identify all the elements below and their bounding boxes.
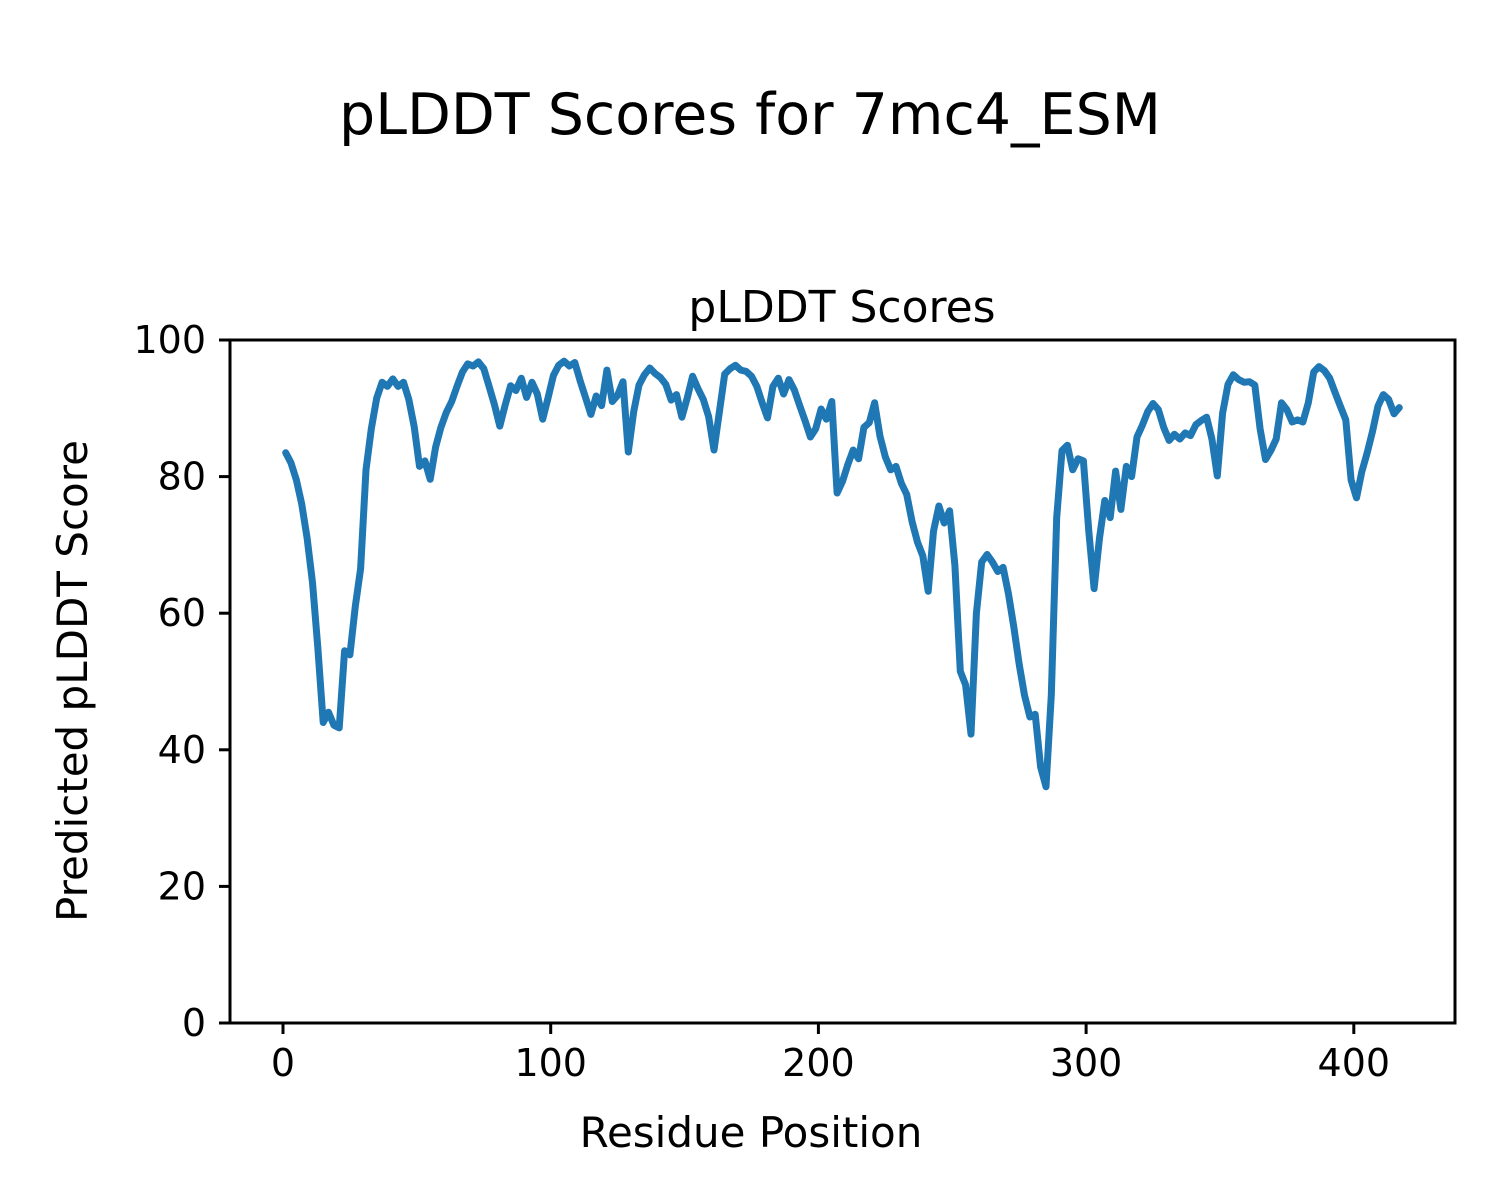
x-tick-label: 200 [782,1041,855,1085]
x-tick-label: 400 [1318,1041,1391,1085]
y-tick-label: 80 [158,455,206,499]
figure-title: pLDDT Scores for 7mc4_ESM [339,82,1161,148]
x-tick-label: 100 [514,1041,587,1085]
plddt-line [282,357,1403,791]
axes-spines [228,338,1457,1025]
y-tick-label: 100 [133,318,206,362]
y-tick-label: 40 [158,728,206,772]
x-tick-label: 0 [271,1041,295,1085]
y-tick-label: 0 [182,1001,206,1045]
y-tick-label: 20 [158,864,206,908]
x-axis-label: Residue Position [579,1108,923,1157]
y-tick-label: 60 [158,591,206,635]
axes-title: pLDDT Scores [688,282,996,333]
x-tick-label: 300 [1050,1041,1123,1085]
